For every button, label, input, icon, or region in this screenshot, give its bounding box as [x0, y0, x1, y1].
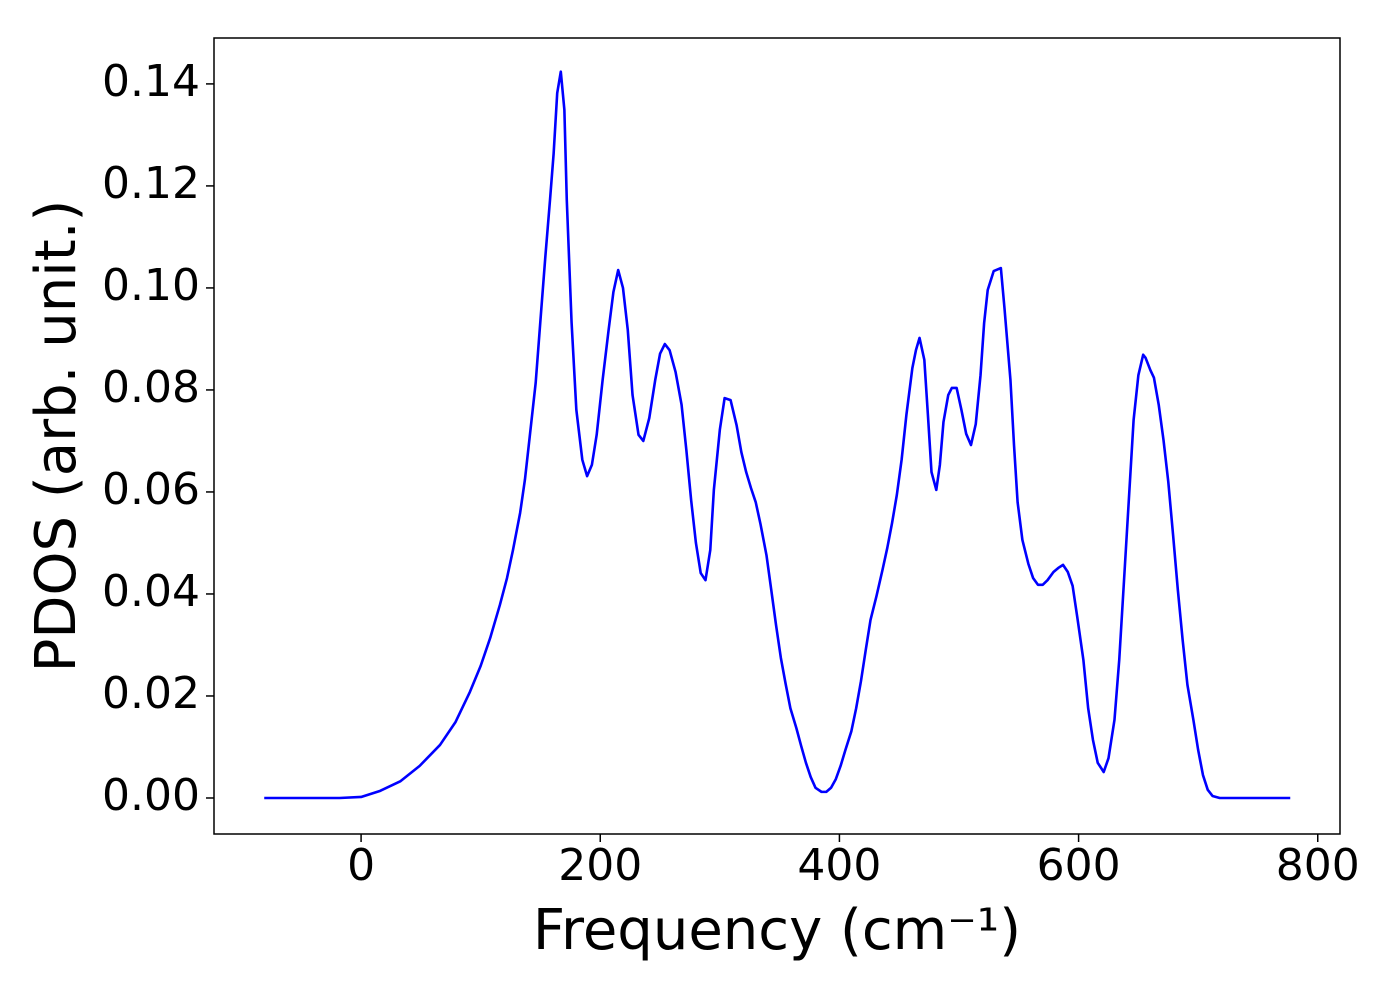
x-tick-label: 0 [347, 840, 375, 891]
plot-frame [213, 37, 1341, 835]
y-tick-label: 0.00 [102, 770, 200, 821]
x-tick-label: 400 [797, 840, 881, 891]
x-axis-label: Frequency (cm⁻¹) [533, 898, 1021, 963]
series-line [264, 70, 1291, 800]
y-tick-label: 0.12 [102, 158, 200, 209]
y-tick-label: 0.06 [102, 464, 200, 515]
x-tick-label: 800 [1276, 840, 1360, 891]
y-tick-label: 0.04 [102, 566, 200, 617]
y-tick-label: 0.10 [102, 260, 200, 311]
y-tick-label: 0.14 [102, 56, 200, 107]
y-tick-label: 0.02 [102, 668, 200, 719]
x-tick-label: 200 [558, 840, 642, 891]
x-tick-label: 600 [1037, 840, 1121, 891]
y-axis-label: PDOS (arb. unit.) [24, 200, 89, 673]
y-tick-label: 0.08 [102, 362, 200, 413]
